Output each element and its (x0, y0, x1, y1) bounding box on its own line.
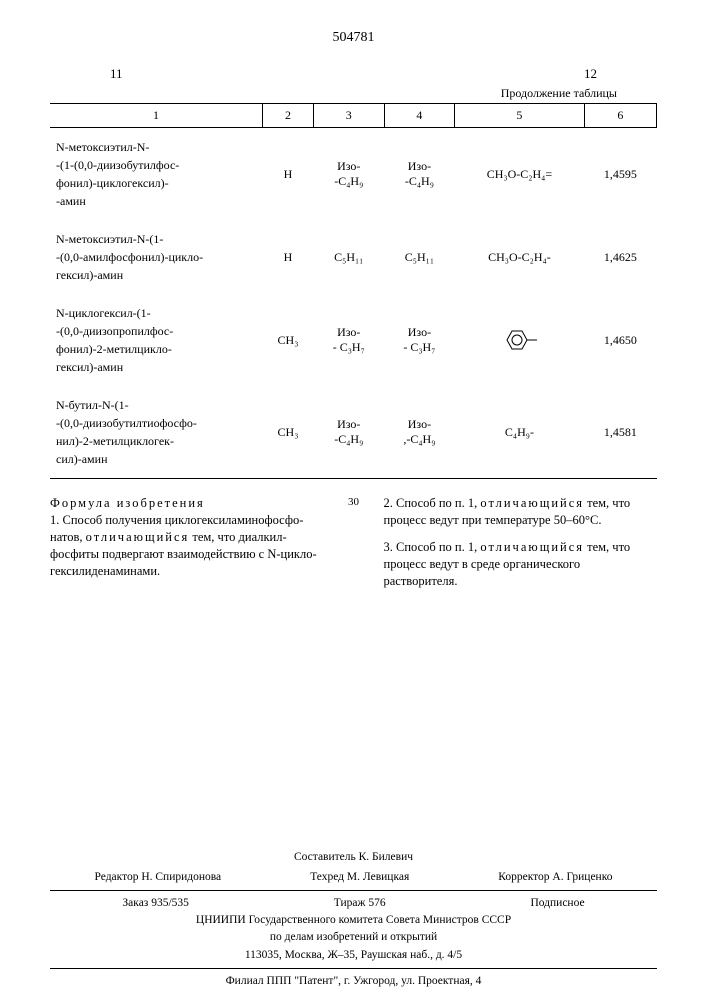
right-column: 2. Способ по п. 1, отличающийся тем, что… (384, 495, 658, 589)
cell-col-6: 1,4650 (584, 294, 656, 386)
footer: Составитель К. Билевич Редактор Н. Спири… (50, 849, 657, 990)
table-row: N-бутил-N-(1--(0,0-диизобутилтиофосфо-ни… (50, 386, 657, 479)
corrector: Корректор А. Гриценко (498, 869, 612, 886)
cell-col-6: 1,4595 (584, 128, 656, 221)
cell-col-5: C₄H₉- (455, 386, 584, 479)
claims-title: Формула изобретения (50, 496, 205, 510)
cell-col-2: CH₃ (263, 386, 314, 479)
col-6: 6 (584, 104, 656, 128)
line-number-30: 30 (344, 495, 364, 589)
org-line-2: по делам изобретений и открытий (50, 929, 657, 946)
benzene-icon (497, 325, 541, 355)
col-1: 1 (50, 104, 263, 128)
table-body: N-метоксиэтил-N--(1-(0,0-диизобутилфос-ф… (50, 128, 657, 479)
branch: Филиал ППП "Патент", г. Ужгород, ул. Про… (50, 973, 657, 990)
claim-3: 3. Способ по п. 1, отличающийся тем, что… (384, 539, 658, 590)
claim-2: 2. Способ по п. 1, отличающийся тем, что… (384, 495, 658, 529)
techred: Техред М. Левицкая (310, 869, 409, 886)
cell-col-2: H (263, 220, 314, 294)
divider-1 (50, 890, 657, 891)
compiler: Составитель К. Билевич (50, 849, 657, 866)
cell-col-4: Изо-- C₃H₇ (384, 294, 455, 386)
cell-col-3: C₅H₁₁ (313, 220, 384, 294)
cell-col-3: Изо--C₄H₉ (313, 128, 384, 221)
cell-col-6: 1,4581 (584, 386, 656, 479)
compound-name: N-метоксиэтил-N--(1-(0,0-диизобутилфос-ф… (50, 128, 263, 221)
credits-row: Редактор Н. Спиридонова Техред М. Левицк… (50, 869, 657, 886)
page-numbers: 11 12 (110, 66, 597, 82)
cell-col-5: CH₃O-C₂H₄= (455, 128, 584, 221)
cell-col-3: Изо-- C₃H₇ (313, 294, 384, 386)
subscription: Подписное (530, 895, 584, 912)
cell-col-2: CH₃ (263, 294, 314, 386)
cell-col-2: H (263, 128, 314, 221)
col-4: 4 (384, 104, 455, 128)
page-left: 11 (110, 66, 123, 82)
table-row: N-метоксиэтил-N-(1--(0,0-амилфосфонил)-ц… (50, 220, 657, 294)
address-1: 113035, Москва, Ж–35, Раушская наб., д. … (50, 947, 657, 964)
order-row: Заказ 935/535 Тираж 576 Подписное (50, 895, 657, 912)
table-row: N-метоксиэтил-N--(1-(0,0-диизобутилфос-ф… (50, 128, 657, 221)
col-3: 3 (313, 104, 384, 128)
cell-col-5: CH₃O-C₂H₄- (455, 220, 584, 294)
patent-number: 504781 (50, 30, 657, 46)
claims-section: Формула изобретения 1. Способ получения … (50, 495, 657, 589)
compound-name: N-бутил-N-(1--(0,0-диизобутилтиофосфо-ни… (50, 386, 263, 479)
editor: Редактор Н. Спиридонова (95, 869, 222, 886)
cell-col-5 (455, 294, 584, 386)
cell-col-4: C₅H₁₁ (384, 220, 455, 294)
table-continuation: Продолжение таблицы (50, 86, 617, 101)
claim-1: 1. Способ получения циклогексиламинофосф… (50, 513, 317, 578)
compound-name: N-циклогексил-(1--(0,0-диизопропилфос-фо… (50, 294, 263, 386)
order-number: Заказ 935/535 (122, 895, 189, 912)
col-5: 5 (455, 104, 584, 128)
org-line-1: ЦНИИПИ Государственного комитета Совета … (50, 912, 657, 929)
col-2: 2 (263, 104, 314, 128)
tirage: Тираж 576 (334, 895, 386, 912)
table-row: N-циклогексил-(1--(0,0-диизопропилфос-фо… (50, 294, 657, 386)
header-row: 1 2 3 4 5 6 (50, 104, 657, 128)
cell-col-6: 1,4625 (584, 220, 656, 294)
cell-col-3: Изо--C₄H₉ (313, 386, 384, 479)
cell-col-4: Изо-,-C₄H₉ (384, 386, 455, 479)
compound-name: N-метоксиэтил-N-(1--(0,0-амилфосфонил)-ц… (50, 220, 263, 294)
divider-2 (50, 968, 657, 969)
left-column: Формула изобретения 1. Способ получения … (50, 495, 324, 589)
compound-table: 1 2 3 4 5 6 N-метоксиэтил-N--(1-(0,0-дии… (50, 103, 657, 479)
cell-col-4: Изо--C₄H₉ (384, 128, 455, 221)
page-right: 12 (584, 66, 597, 82)
